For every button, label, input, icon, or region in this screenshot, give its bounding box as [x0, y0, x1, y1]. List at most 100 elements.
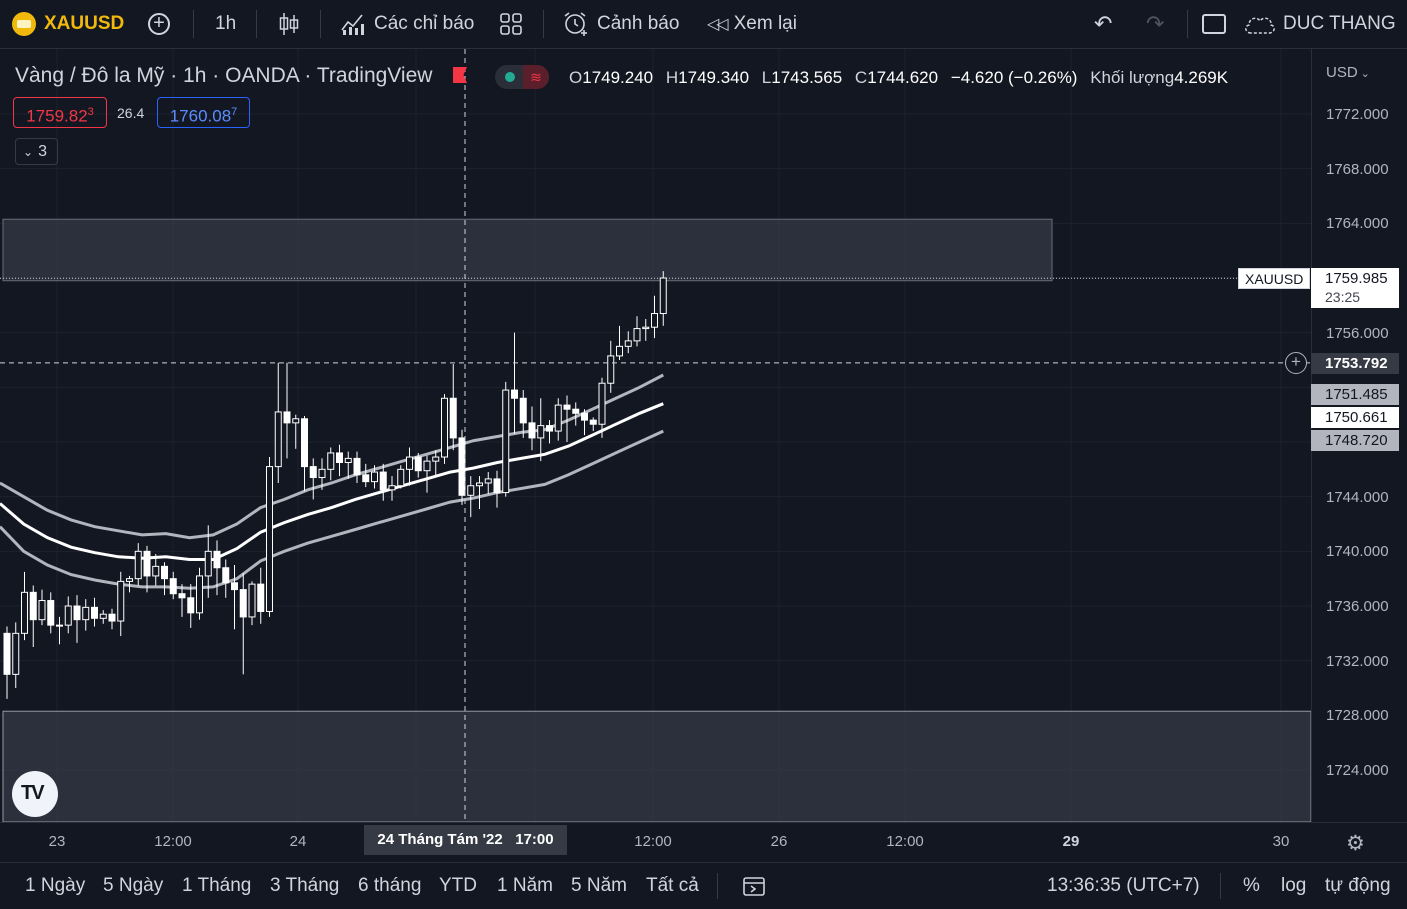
close-value: 1744.620 — [867, 68, 939, 87]
band-middle-label: 1750.661 — [1311, 407, 1399, 428]
candle-body — [266, 466, 273, 612]
grid-icon — [500, 13, 522, 35]
price-chart[interactable] — [0, 49, 1311, 822]
candle-body — [117, 580, 125, 622]
candle-body — [47, 600, 55, 626]
open-label: O — [569, 68, 583, 87]
time-tick: 23 — [48, 833, 66, 850]
layouts-button[interactable] — [500, 0, 522, 48]
time-axis[interactable]: 23 12:00 24 24 Tháng Tám '22 17:00 12:00… — [0, 822, 1407, 863]
candle-body — [169, 578, 177, 595]
symbol-search-button[interactable]: XAUUSD — [12, 0, 124, 48]
candle-body — [29, 591, 37, 621]
candle-body — [143, 550, 151, 577]
candle-body — [73, 605, 81, 621]
range-3m-button[interactable]: 3 Tháng — [270, 875, 340, 896]
buy-button[interactable]: 1760.087 — [157, 97, 250, 128]
range-5y-button[interactable]: 5 Năm — [571, 875, 627, 896]
sell-button[interactable]: 1759.823 — [13, 97, 107, 128]
candle-body — [187, 597, 195, 614]
range-1y-button[interactable]: 1 Năm — [497, 875, 553, 896]
go-to-date-button[interactable] — [742, 863, 768, 909]
add-alert-plus-icon[interactable]: + — [1285, 352, 1307, 374]
indicators-button[interactable]: Các chỉ báo — [340, 0, 474, 48]
band-middle-line — [0, 402, 664, 561]
range-1m-button[interactable]: 1 Tháng — [182, 875, 252, 896]
crosshair-price-label: 1753.792 — [1311, 353, 1399, 374]
range-all-button[interactable]: Tất cả — [646, 875, 699, 896]
square-icon — [1202, 14, 1226, 34]
redo-button[interactable]: ↷ — [1146, 0, 1164, 48]
candle-body — [353, 457, 361, 476]
candle-body — [519, 397, 527, 424]
candle-body — [257, 583, 265, 612]
alarm-clock-icon — [564, 12, 587, 36]
symbol-label: XAUUSD — [44, 13, 125, 34]
candle-body — [642, 326, 650, 330]
range-5d-button[interactable]: 5 Ngày — [103, 875, 164, 896]
chart-pane[interactable]: Vàng / Đô la Mỹ · 1h · OANDA · TradingVi… — [0, 49, 1311, 822]
compare-add-symbol-button[interactable]: + — [148, 0, 170, 48]
chart-title[interactable]: Vàng / Đô la Mỹ · 1h · OANDA · TradingVi… — [15, 64, 433, 87]
sell-price-pip: 3 — [87, 106, 94, 118]
gold-coin-icon — [12, 12, 36, 36]
low-value: 1743.565 — [771, 68, 843, 87]
replay-button[interactable]: ◁◁ Xem lại — [707, 0, 797, 48]
save-layout-button[interactable]: DUC THANG — [1243, 0, 1396, 48]
open-value: 1749.240 — [582, 68, 654, 87]
candle-body — [301, 418, 308, 468]
undo-button[interactable]: ↶ — [1094, 0, 1112, 48]
auto-scale-toggle[interactable]: tự động — [1325, 875, 1391, 896]
top-toolbar: XAUUSD + 1h Các chỉ báo — [0, 0, 1407, 49]
candle-body — [371, 471, 378, 483]
candle-body — [546, 425, 553, 432]
indicators-label: Các chỉ báo — [374, 13, 475, 34]
spread-value: 26.4 — [117, 105, 145, 121]
price-tick: 1772.000 — [1326, 106, 1389, 123]
range-ytd-button[interactable]: YTD — [439, 875, 477, 896]
currency-menu[interactable]: USD ⌄ — [1326, 64, 1370, 81]
indicators-collapse-toggle[interactable]: ⌄ 3 — [15, 138, 58, 165]
green-dot-icon — [505, 72, 515, 82]
calendar-arrow-icon — [743, 877, 765, 896]
candle-body — [554, 404, 562, 432]
price-tick: 1728.000 — [1326, 707, 1389, 724]
replay-label: Xem lại — [733, 13, 797, 34]
log-scale-toggle[interactable]: log — [1281, 875, 1307, 896]
candle-body — [493, 478, 501, 494]
candle-body — [231, 582, 238, 591]
alerts-button[interactable]: Cảnh báo — [562, 0, 679, 48]
candle-body — [152, 565, 160, 577]
toolbar-divider — [256, 10, 257, 38]
buy-price: 1760.08 — [169, 106, 232, 126]
plus-circle-icon: + — [148, 13, 170, 35]
candle-body — [134, 550, 142, 580]
range-6m-button[interactable]: 6 tháng — [358, 875, 422, 896]
toolbar-divider — [543, 10, 544, 38]
market-status-badge[interactable] — [453, 67, 467, 88]
toolbar-divider — [320, 10, 321, 38]
range-1d-button[interactable]: 1 Ngày — [25, 875, 86, 896]
candle-body — [82, 606, 90, 621]
interval-button[interactable]: 1h — [215, 0, 236, 48]
candle-body — [126, 578, 133, 582]
percent-scale-toggle[interactable]: % — [1243, 875, 1260, 896]
change-value: −4.620 (−0.26%) — [950, 68, 1078, 87]
candle-body — [362, 474, 370, 483]
volume-value: 4.269K — [1174, 68, 1229, 87]
tradingview-logo[interactable]: TV — [12, 771, 58, 817]
candle-body — [563, 404, 571, 410]
fullscreen-button[interactable] — [1202, 0, 1226, 48]
support-zone — [2, 710, 1311, 822]
band-lower-label: 1748.720 — [1311, 430, 1399, 451]
candle-body — [406, 456, 413, 470]
clock-timezone-button[interactable]: 13:36:35 (UTC+7) — [1047, 875, 1200, 896]
settings-gear-icon[interactable]: ⚙ — [1346, 832, 1365, 855]
candle-body — [624, 340, 632, 347]
candle-body — [292, 418, 300, 424]
candle-body — [432, 456, 440, 462]
buy-price-pip: 7 — [231, 106, 238, 118]
band-upper-label: 1751.485 — [1311, 384, 1399, 405]
chart-type-button[interactable] — [278, 0, 300, 48]
data-status-badge[interactable]: ≋ — [495, 65, 549, 89]
